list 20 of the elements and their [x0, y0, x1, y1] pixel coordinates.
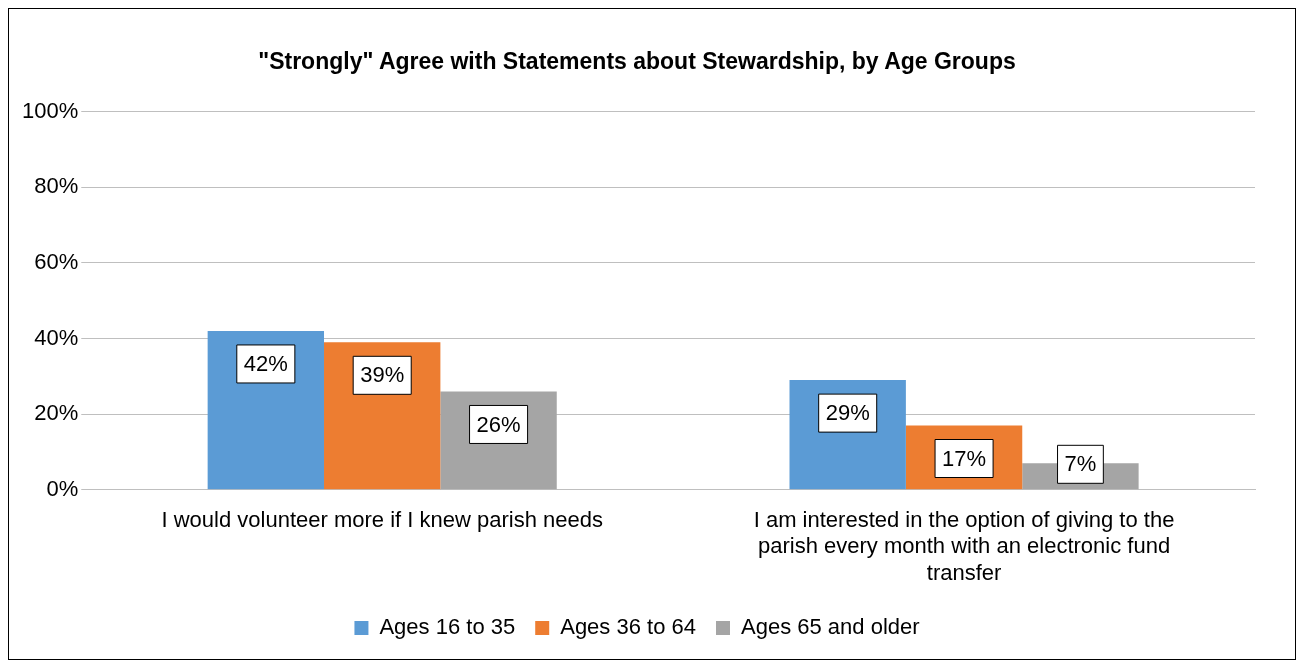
x-tick-label: I would volunteer more if I knew parish needs: [161, 507, 603, 533]
legend-label: Ages 65 and older: [740, 614, 920, 640]
y-tick-label: 20%: [34, 400, 79, 426]
data-label: 29%: [825, 400, 870, 426]
y-tick-label: 40%: [34, 324, 79, 350]
chart-title: "Strongly" Agree with Statements about Stewardship, by Age Groups: [258, 48, 1016, 75]
y-tick-label: 0%: [46, 475, 79, 501]
y-tick-label: 80%: [34, 173, 79, 199]
bar: [207, 330, 325, 490]
legend-label: Ages 36 to 64: [560, 614, 696, 640]
data-label: 39%: [360, 362, 405, 388]
data-label: 7%: [1064, 451, 1097, 477]
bar: [324, 342, 441, 490]
y-tick-label: 100%: [21, 97, 79, 123]
y-tick-label: 60%: [34, 248, 79, 274]
data-label: 26%: [476, 411, 521, 437]
legend-label: Ages 16 to 35: [379, 614, 516, 640]
data-label: 42%: [243, 351, 288, 377]
x-tick-label: I am interested in the option of giving to the parish every month with an electronic fund transfer: [753, 507, 1175, 585]
data-label: 17%: [942, 445, 987, 471]
